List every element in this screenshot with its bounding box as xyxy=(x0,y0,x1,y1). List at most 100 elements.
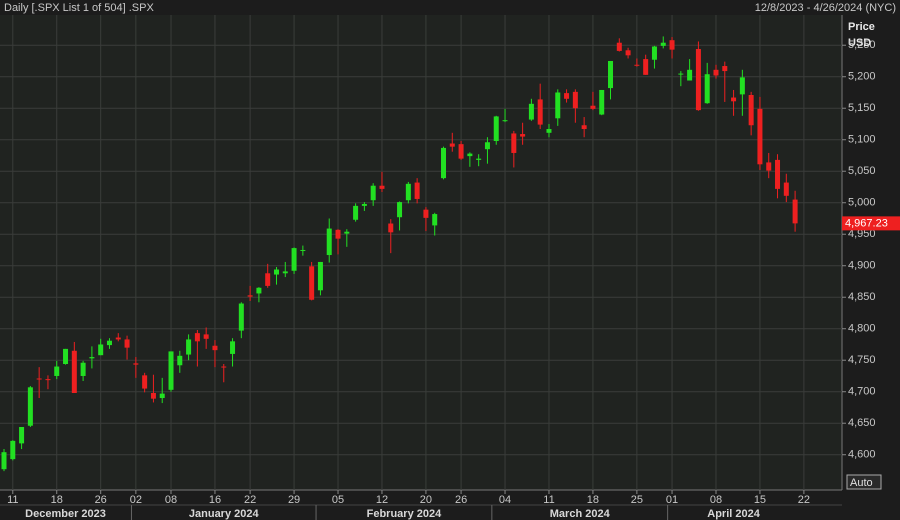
candle-body xyxy=(247,295,253,297)
candle-body xyxy=(414,182,420,199)
y-tick-label: 5,100 xyxy=(848,134,876,146)
candle-body xyxy=(10,440,16,460)
candle-body xyxy=(282,271,288,274)
candle-body xyxy=(669,40,675,50)
candle-body xyxy=(476,158,482,160)
candle-body xyxy=(564,93,570,99)
x-tick-label: 20 xyxy=(420,494,432,506)
chart-subtitle: 12/8/2023 - 4/26/2024 (NYC) xyxy=(755,2,896,14)
x-tick-label: 04 xyxy=(499,494,511,506)
y-axis-unit: USD xyxy=(848,37,871,49)
candle-body xyxy=(71,350,77,393)
month-label: February 2024 xyxy=(367,508,442,520)
candle-body xyxy=(502,120,508,122)
candle-body xyxy=(159,393,165,399)
candle-body xyxy=(397,202,403,218)
candle-body xyxy=(748,95,754,126)
candle-body xyxy=(467,153,473,157)
candle-body xyxy=(19,427,25,444)
candle-body xyxy=(335,229,341,239)
candle-body xyxy=(687,69,693,81)
candle-body xyxy=(581,125,587,130)
y-tick-label: 4,850 xyxy=(848,291,876,303)
candle-body xyxy=(775,159,781,189)
y-tick-label: 5,250 xyxy=(848,39,876,51)
candle-body xyxy=(599,89,605,115)
chart-title: Daily [.SPX List 1 of 504] .SPX xyxy=(4,2,154,14)
candle-body xyxy=(63,348,69,365)
candles xyxy=(1,36,798,472)
candle-body xyxy=(678,73,684,75)
candle-body xyxy=(133,363,139,365)
candle-body xyxy=(766,162,772,171)
candle-body xyxy=(511,133,517,153)
y-tick-label: 4,750 xyxy=(848,354,876,366)
x-tick-label: 01 xyxy=(666,494,678,506)
candle-body xyxy=(106,340,112,346)
auto-button[interactable]: Auto xyxy=(846,474,882,490)
candle-body xyxy=(54,366,60,376)
x-tick-label: 11 xyxy=(543,494,554,506)
x-tick-label: 02 xyxy=(130,494,142,506)
x-tick-label: 08 xyxy=(165,494,177,506)
y-tick-label: 5,050 xyxy=(848,165,876,177)
y-tick-label: 4,800 xyxy=(848,323,876,335)
y-tick-label: 4,950 xyxy=(848,228,876,240)
candle-body xyxy=(230,341,236,354)
candle-body xyxy=(115,337,121,340)
x-tick-label: 22 xyxy=(798,494,810,506)
candle-body xyxy=(317,261,323,291)
candle-body xyxy=(423,209,429,218)
month-label: March 2024 xyxy=(550,508,611,520)
last-price-label: 4,967.23 xyxy=(845,217,888,229)
x-tick-label: 26 xyxy=(95,494,107,506)
y-axis-label: Price xyxy=(848,21,875,33)
candle-body xyxy=(405,183,411,201)
candle-body xyxy=(27,387,33,426)
candle-body xyxy=(651,46,657,60)
candle-body xyxy=(379,185,385,189)
y-tick-label: 4,900 xyxy=(848,260,876,272)
candle-body xyxy=(739,77,745,95)
y-tick-label: 5,000 xyxy=(848,197,876,209)
candle-body xyxy=(361,203,367,206)
month-label: January 2024 xyxy=(189,508,260,520)
x-tick-label: 05 xyxy=(332,494,344,506)
candle-body xyxy=(300,249,306,251)
candle-body xyxy=(546,129,552,133)
candle-body xyxy=(344,231,350,234)
candle-body xyxy=(572,91,578,109)
candle-body xyxy=(537,99,543,125)
candle-body xyxy=(221,366,227,368)
x-tick-label: 08 xyxy=(710,494,722,506)
candle-body xyxy=(177,355,183,366)
candle-body xyxy=(555,92,561,119)
candle-body xyxy=(80,362,86,376)
candle-body xyxy=(142,375,148,389)
candle-body xyxy=(520,134,526,137)
plot-area xyxy=(0,15,842,490)
candle-body xyxy=(608,60,614,89)
candle-body xyxy=(616,42,622,51)
candle-body xyxy=(757,108,763,165)
candle-body xyxy=(432,214,438,226)
auto-button-box[interactable] xyxy=(846,474,882,490)
candle-body xyxy=(704,74,710,104)
candle-body xyxy=(643,59,649,75)
candle-body xyxy=(441,147,446,179)
candle-body xyxy=(265,273,271,286)
x-tick-label: 26 xyxy=(455,494,467,506)
candle-body xyxy=(45,379,51,381)
candle-body xyxy=(722,66,728,72)
candle-body xyxy=(326,228,332,256)
candle-body xyxy=(273,269,279,275)
candle-body xyxy=(695,49,701,111)
candle-body xyxy=(792,199,798,224)
auto-button-label[interactable]: Auto xyxy=(850,477,873,489)
candle-body xyxy=(150,392,156,399)
y-tick-label: 5,150 xyxy=(848,102,876,114)
candle-body xyxy=(186,339,192,355)
candle-body xyxy=(493,116,499,141)
x-tick-label: 18 xyxy=(587,494,599,506)
